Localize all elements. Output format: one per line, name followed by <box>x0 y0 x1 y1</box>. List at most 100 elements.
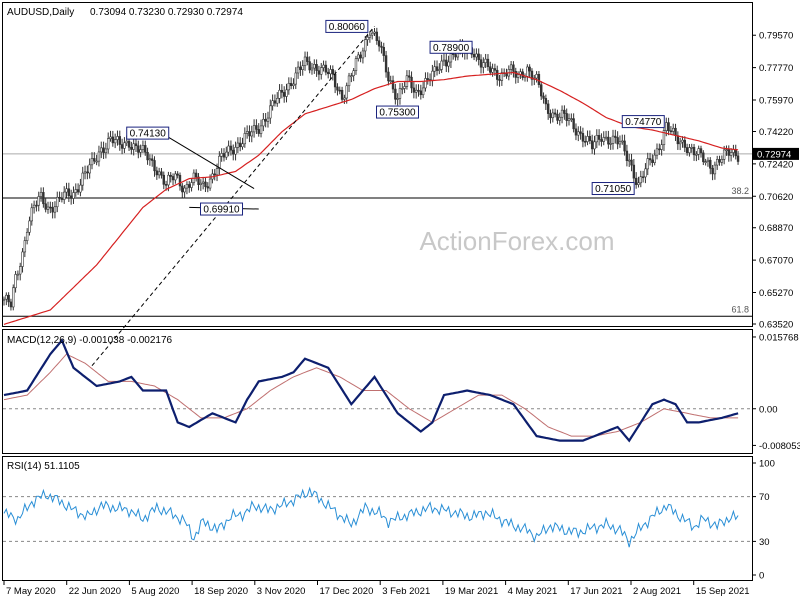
candle-body <box>683 139 686 148</box>
candle-body <box>512 64 515 72</box>
candle-body <box>234 147 237 155</box>
candle-body <box>111 136 115 144</box>
candle-body <box>243 133 247 145</box>
x-tick-label: 3 Feb 2021 <box>382 586 430 597</box>
candle-body <box>600 139 603 142</box>
candle-body <box>278 89 281 99</box>
candle-body <box>408 75 411 78</box>
candle-body <box>607 136 610 145</box>
candle-body <box>401 88 404 90</box>
candle-body <box>2 298 6 301</box>
price-annotation-box <box>126 126 170 140</box>
candle-body <box>493 68 497 71</box>
candle-body <box>317 70 321 75</box>
candle-body <box>354 58 358 71</box>
candle-body <box>227 145 230 153</box>
candle-body <box>194 172 198 178</box>
candle-body <box>280 89 284 93</box>
candle-body <box>417 89 420 92</box>
candle-body <box>301 65 304 70</box>
candle-body <box>574 128 578 136</box>
candle-body <box>162 174 165 185</box>
candle-body <box>366 36 369 40</box>
candle-body <box>238 142 242 148</box>
candle-body <box>51 207 54 213</box>
candle-body <box>88 164 91 174</box>
candle-body <box>350 75 353 78</box>
price-y-tick-label: 0.65270 <box>759 288 793 299</box>
price-annotation-box <box>376 105 419 119</box>
candle-body <box>445 59 448 67</box>
candle-body <box>352 70 355 77</box>
candle-body <box>276 98 279 104</box>
rsi-layer <box>3 486 752 548</box>
candle-body <box>155 170 159 176</box>
price-layer: 38.2 61.8 0.80060 0.78900 0.75300 0.74130 0.74… <box>2 19 752 367</box>
candle-body <box>669 130 673 133</box>
candle-body <box>46 206 50 210</box>
price-annotation-box <box>591 182 635 196</box>
candle-body <box>306 56 309 62</box>
candle-body <box>433 66 436 72</box>
candle-body <box>403 86 406 89</box>
candle-body <box>259 125 263 134</box>
candle-body <box>104 148 108 154</box>
candle-body <box>120 144 124 149</box>
candle-body <box>489 66 492 73</box>
candle-body <box>113 139 117 144</box>
candle-body <box>528 66 531 72</box>
candle-body <box>718 159 721 163</box>
candle-body <box>42 192 45 205</box>
candle-body <box>118 136 121 145</box>
rsi-y-tick-label: 70 <box>759 492 770 503</box>
candle-body <box>421 87 425 96</box>
candle-body <box>160 171 163 176</box>
macd-line <box>3 338 739 443</box>
candle-body <box>514 71 517 78</box>
candle-body <box>704 161 707 163</box>
candle-body <box>16 273 20 276</box>
candle-body <box>641 176 645 179</box>
candle-body <box>273 100 277 104</box>
signal-line <box>3 353 739 437</box>
candle-body <box>188 184 191 188</box>
candle-body <box>621 140 624 143</box>
candle-body <box>340 89 344 100</box>
candle-body <box>380 45 383 48</box>
candle-body <box>590 140 594 150</box>
candle-body <box>572 118 575 130</box>
x-tick-label: 19 Mar 2021 <box>445 586 498 597</box>
candle-body <box>30 207 33 222</box>
candle-body <box>116 136 119 140</box>
candle-body <box>368 34 372 38</box>
candle-body <box>604 136 608 139</box>
candle-body <box>674 127 677 136</box>
candle-body <box>544 98 548 105</box>
candle-body <box>616 137 619 145</box>
chart-ohlc: 0.73094 0.73230 0.72930 0.72974 <box>90 7 243 18</box>
candle-body <box>597 135 601 140</box>
x-tick-label: 15 Sep 2021 <box>696 586 750 597</box>
price-annotation-label: 0.78900 <box>433 43 470 54</box>
candle-body <box>255 125 258 130</box>
candle-body <box>414 89 418 93</box>
candle-body <box>553 112 557 115</box>
candle-body <box>625 150 629 161</box>
price-y-tick-label: 0.74220 <box>759 127 793 138</box>
candle-body <box>271 100 274 107</box>
candle-body <box>720 159 724 163</box>
candle-body <box>579 131 582 134</box>
candle-body <box>125 140 128 144</box>
candle-body <box>190 182 193 188</box>
candle-body <box>384 55 388 73</box>
candle-body <box>530 70 534 80</box>
candle-body <box>264 118 267 122</box>
candle-body <box>486 58 490 68</box>
candle-body <box>396 98 399 100</box>
candle-body <box>53 206 57 213</box>
macd-layer <box>3 338 752 443</box>
candle-body <box>97 151 101 162</box>
candle-body <box>431 70 434 81</box>
candle-body <box>14 274 17 289</box>
candle-body <box>734 149 737 157</box>
